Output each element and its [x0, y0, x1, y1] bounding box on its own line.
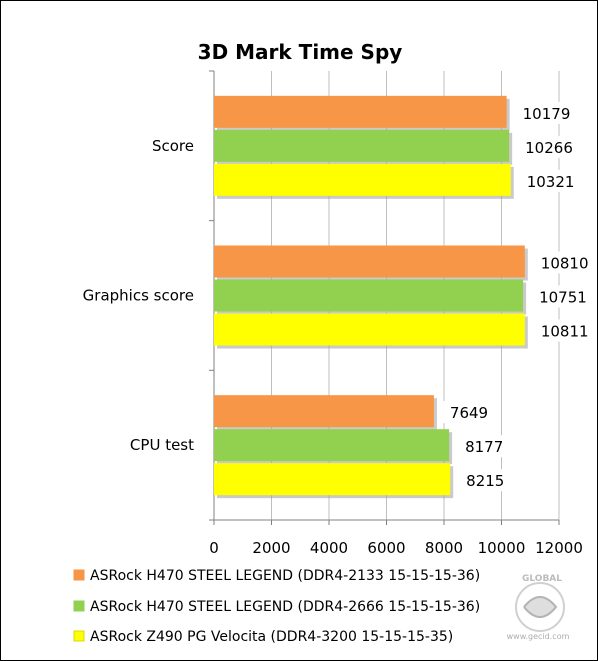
- x-tick-label: 8000: [425, 539, 463, 557]
- value-label-bg: [458, 469, 509, 492]
- bar-value-label: 7649: [450, 404, 488, 422]
- value-label-bg: [441, 401, 492, 424]
- value-label-bg: [531, 285, 582, 308]
- bar: [214, 245, 525, 278]
- bar-value-label: 8215: [466, 472, 504, 490]
- bar-value-label: 10811: [541, 323, 589, 341]
- legend-swatch: [73, 630, 85, 642]
- category-label: Graphics score: [83, 287, 194, 305]
- legend-label: ASRock H470 STEEL LEGEND (DDR4-2666 15-1…: [90, 599, 480, 615]
- bar-value-label: 10179: [523, 105, 571, 123]
- x-tick-label: 0: [209, 539, 219, 557]
- bar-value-label: 10751: [539, 289, 587, 307]
- gecid-logo-icon: GLOBAL www.gecid.com: [507, 574, 570, 641]
- legend-label: ASRock H470 STEEL LEGEND (DDR4-2133 15-1…: [90, 568, 480, 584]
- x-tick-label: 4000: [310, 539, 348, 557]
- bar: [214, 395, 434, 428]
- x-tick-label: 2000: [252, 539, 290, 557]
- legend-swatch: [73, 600, 85, 612]
- watermark-text: www.gecid.com: [507, 632, 570, 641]
- plot-area: 0 2000 4000 6000 8000 10000 12000 Score 10179 102…: [83, 70, 589, 557]
- legend-swatch: [73, 569, 85, 581]
- legend: ASRock H470 STEEL LEGEND (DDR4-2133 15-1…: [73, 568, 480, 645]
- value-label-bg: [457, 435, 508, 458]
- bar: [214, 95, 507, 128]
- value-label-bg: [518, 169, 569, 192]
- x-tick-label: 12000: [535, 539, 583, 557]
- bar: [214, 463, 451, 496]
- x-tick-label: 10000: [478, 539, 526, 557]
- value-label-bg: [517, 135, 568, 158]
- bar: [214, 163, 511, 196]
- bar-value-label: 10321: [527, 173, 575, 191]
- bar: [214, 129, 510, 162]
- x-tick-label: 6000: [367, 539, 405, 557]
- value-label-bg: [514, 101, 565, 124]
- bar: [214, 429, 450, 462]
- category-label: Score: [152, 137, 194, 155]
- bar-value-label: 10266: [525, 139, 573, 157]
- bar-value-label: 10810: [541, 255, 589, 273]
- chart-title: 3D Mark Time Spy: [198, 40, 403, 64]
- bar-value-label: 8177: [465, 438, 503, 456]
- bar: [214, 279, 524, 312]
- value-label-bg: [532, 251, 583, 274]
- category-label: CPU test: [130, 436, 194, 454]
- legend-label: ASRock Z490 PG Velocita (DDR4-3200 15-15…: [90, 629, 453, 645]
- watermark-top-text: GLOBAL: [522, 574, 562, 584]
- value-label-bg: [532, 319, 583, 342]
- bar: [214, 313, 525, 346]
